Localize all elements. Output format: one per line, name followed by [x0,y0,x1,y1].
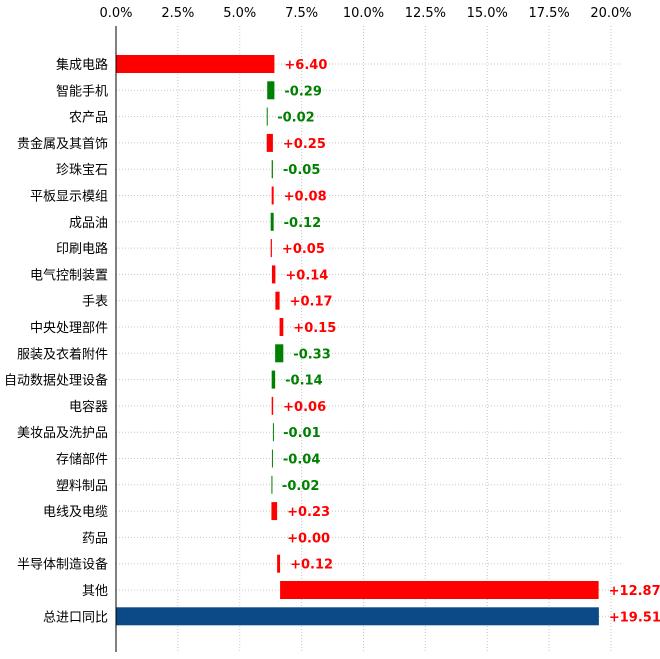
data-label: -0.33 [293,347,330,362]
bar [267,81,275,100]
bar [271,186,274,205]
category-label: 贵金属及其首饰 [17,136,108,152]
bar [271,396,274,415]
x-tick-label: 5.0% [223,6,256,21]
gridlines [116,26,623,652]
data-label: -0.02 [282,479,319,494]
data-label: +0.15 [293,321,336,336]
category-labels: 集成电路智能手机农产品贵金属及其首饰珍珠宝石平板显示模组成品油印刷电路电气控制装… [4,57,108,625]
category-label: 印刷电路 [56,241,108,257]
category-label: 其他 [82,584,108,599]
category-label: 珍珠宝石 [56,163,108,178]
category-label: 手表 [82,295,108,310]
data-label: +0.14 [285,268,328,283]
data-label: +0.12 [290,558,333,573]
category-label: 药品 [82,531,108,546]
x-tick-label: 17.5% [528,6,569,21]
data-label: +0.23 [287,505,330,520]
data-label: -0.29 [284,84,321,99]
data-label: +0.17 [290,295,333,310]
bar [116,607,599,626]
category-label: 农产品 [69,111,108,126]
data-label: +0.06 [283,400,326,415]
category-label: 总进口同比 [43,610,108,625]
data-label: -0.02 [277,111,314,126]
x-tick-label: 0.0% [99,6,132,21]
category-label: 存储部件 [56,453,108,468]
data-label: -0.05 [283,163,320,178]
data-label: -0.01 [283,426,320,441]
x-tick-label: 10.0% [343,6,384,21]
category-label: 智能手机 [56,84,108,99]
bar [271,370,276,389]
bar [270,212,274,231]
category-label: 电线及电缆 [43,504,108,520]
data-label: -0.14 [285,374,322,389]
category-label: 电容器 [69,399,108,415]
category-label: 半导体制造设备 [17,557,108,573]
category-label: 平板显示模组 [30,190,108,205]
category-label: 集成电路 [56,57,108,73]
bar [271,502,278,521]
data-labels: +6.40 -0.29 -0.02 +0.25 -0.05 +0.08 -0.12 +0.05… [277,58,660,625]
category-label: 自动数据处理设备 [4,373,108,389]
bar [266,133,273,152]
data-label: +0.00 [287,531,330,546]
data-label: +6.40 [284,58,327,73]
category-label: 服装及衣着附件 [17,346,108,362]
bars [116,55,599,626]
x-tick-label: 2.5% [161,6,194,21]
bar [275,344,284,363]
bar [271,475,273,494]
x-tick-label: 12.5% [405,6,446,21]
category-label: 塑料制品 [56,479,108,494]
category-label: 电气控制装置 [30,267,108,283]
bar [272,423,274,442]
x-tick-label: 7.5% [285,6,318,21]
bar [271,160,273,179]
data-label: +0.08 [284,190,327,205]
bar [266,107,268,126]
x-tick-label: 15.0% [467,6,508,21]
bar [270,239,272,258]
bar [275,291,280,310]
bar [116,55,275,73]
data-label: -0.04 [283,453,320,468]
category-label: 中央处理部件 [30,321,108,336]
bar [271,449,273,468]
data-label: +0.05 [282,242,325,257]
x-axis-ticks: 0.0% 2.5% 5.0% 7.5% 10.0% 12.5% 15.0% 17.5% 20.0… [99,6,631,21]
data-label: +12.87 [609,584,660,599]
bar [271,265,276,284]
data-label: -0.12 [284,216,321,231]
x-tick-label: 20.0% [590,6,631,21]
bar [280,581,599,599]
bar [279,318,284,336]
bar [277,554,281,573]
category-label: 成品油 [69,216,108,231]
category-label: 美妆品及洗护品 [17,426,108,441]
data-label: +0.25 [283,137,326,152]
data-label: +19.51 [609,610,660,625]
